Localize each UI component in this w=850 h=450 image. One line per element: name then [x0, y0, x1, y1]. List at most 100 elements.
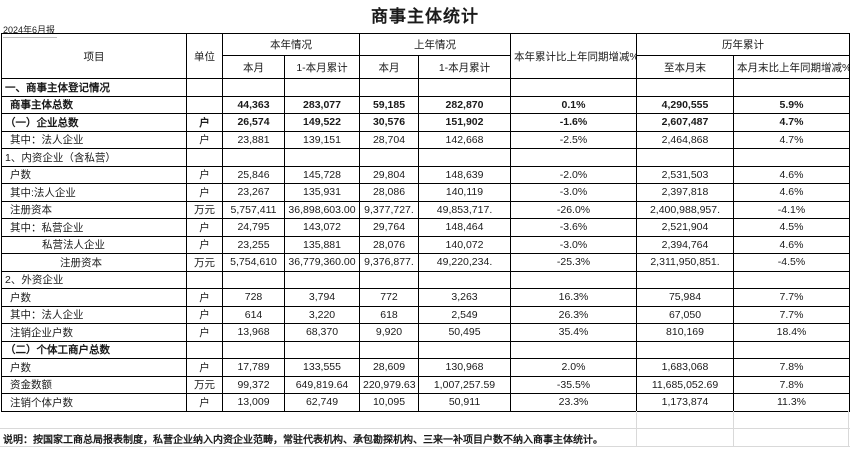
value-cell: 9,920 [359, 323, 419, 342]
value-cell [510, 270, 637, 289]
value-cell: 139,151 [284, 130, 360, 149]
unit-cell [186, 95, 223, 114]
unit-cell: 户 [186, 235, 223, 254]
value-cell: -26.0% [510, 200, 637, 219]
row-label: 1、内资企业（含私营） [1, 148, 187, 167]
row-label: 其中：私营企业 [1, 218, 187, 237]
row-label: 资金数额 [1, 375, 187, 394]
value-cell: 28,609 [359, 358, 419, 377]
unit-cell: 户 [186, 323, 223, 342]
value-cell: -35.5% [510, 375, 637, 394]
value-cell [636, 270, 734, 289]
value-cell: 7.7% [733, 288, 850, 307]
row-label: 商事主体总数 [1, 95, 187, 114]
table-row: （一）企业总数户 26,574 149,522 30,576 151,902 -1.6% 2… [1, 113, 850, 132]
col-header-month-cur: 本月 [222, 55, 285, 79]
value-cell: 4.6% [733, 165, 850, 184]
row-label: 注册资本 [1, 200, 187, 219]
value-cell: 142,668 [418, 130, 511, 149]
stats-table: 项目 单位 本年情况 上年情况 本年累计比上年同期增减% 历年累计 本月 1-本… [1, 33, 850, 412]
table-row: 注销个体户数户 13,009 62,749 10,095 50,911 23.3% 1,17… [1, 393, 850, 412]
value-cell: 23,267 [222, 183, 285, 202]
unit-cell: 户 [186, 218, 223, 237]
unit-cell: 户 [186, 358, 223, 377]
value-cell: 2.0% [510, 358, 637, 377]
gridline-horizontal [0, 446, 850, 447]
value-cell: 59,185 [359, 95, 419, 114]
table-row: 户数户 728 3,794 772 3,263 16.3% 75,984 7.7% [1, 288, 850, 307]
value-cell: 30,576 [359, 113, 419, 132]
row-label: （一）企业总数 [1, 113, 187, 132]
value-cell: 140,072 [418, 235, 511, 254]
value-cell: -2.5% [510, 130, 637, 149]
value-cell [359, 340, 419, 359]
row-label: 一、商事主体登记情况 [1, 78, 187, 97]
value-cell: 2,607,487 [636, 113, 734, 132]
value-cell: 7.7% [733, 305, 850, 324]
value-cell: 2,549 [418, 305, 511, 324]
value-cell [284, 78, 360, 97]
row-label: 户数 [1, 358, 187, 377]
row-label: 注销个体户数 [1, 393, 187, 412]
value-cell: 5.9% [733, 95, 850, 114]
value-cell: 23,255 [222, 235, 285, 254]
col-header-this-year: 本年情况 [222, 33, 360, 56]
value-cell: 135,881 [284, 235, 360, 254]
value-cell: 140,119 [418, 183, 511, 202]
gridline-vertical [848, 411, 849, 446]
value-cell: -3.0% [510, 235, 637, 254]
value-cell: 7.8% [733, 375, 850, 394]
table-row: 1、内资企业（含私营） [1, 148, 850, 167]
value-cell: 143,072 [284, 218, 360, 237]
row-label: 其中：法人企业 [1, 305, 187, 324]
row-label: （二）个体工商户总数 [1, 340, 187, 359]
value-cell [733, 270, 850, 289]
value-cell [222, 340, 285, 359]
value-cell: 282,870 [418, 95, 511, 114]
value-cell: -25.3% [510, 253, 637, 272]
value-cell [510, 78, 637, 97]
value-cell: 67,050 [636, 305, 734, 324]
value-cell: 4.7% [733, 130, 850, 149]
value-cell: 3,220 [284, 305, 360, 324]
gridline-horizontal [0, 428, 850, 429]
value-cell: 3,794 [284, 288, 360, 307]
unit-cell: 户 [186, 288, 223, 307]
value-cell: 62,749 [284, 393, 360, 412]
value-cell [222, 270, 285, 289]
value-cell: 4.6% [733, 235, 850, 254]
table-row: 2、外资企业 [1, 270, 850, 289]
value-cell: 4.5% [733, 218, 850, 237]
row-label: 其中：法人企业 [1, 130, 187, 149]
unit-cell: 户 [186, 165, 223, 184]
value-cell: 28,086 [359, 183, 419, 202]
value-cell: 1,683,068 [636, 358, 734, 377]
row-label: 户数 [1, 288, 187, 307]
value-cell: 2,394,764 [636, 235, 734, 254]
value-cell: 9,377,727. [359, 200, 419, 219]
value-cell: 23,881 [222, 130, 285, 149]
value-cell: 44,363 [222, 95, 285, 114]
value-cell: 4,290,555 [636, 95, 734, 114]
row-label: 户数 [1, 165, 187, 184]
value-cell: 135,931 [284, 183, 360, 202]
row-label: 其中:法人企业 [1, 183, 187, 202]
value-cell: -1.6% [510, 113, 637, 132]
value-cell: 10,095 [359, 393, 419, 412]
table-row: （二）个体工商户总数 [1, 340, 850, 359]
row-label: 注销企业户数 [1, 323, 187, 342]
value-cell: 130,968 [418, 358, 511, 377]
unit-cell: 万元 [186, 200, 223, 219]
value-cell: 2,400,988,957. [636, 200, 734, 219]
value-cell [418, 340, 511, 359]
value-cell: 649,819.64 [284, 375, 360, 394]
value-cell [636, 340, 734, 359]
value-cell [510, 148, 637, 167]
value-cell: 7.8% [733, 358, 850, 377]
table-row: 户数户 25,846 145,728 29,804 148,639 -2.0% 2,531,… [1, 165, 850, 184]
unit-cell: 户 [186, 393, 223, 412]
table-row: 一、商事主体登记情况 [1, 78, 850, 97]
value-cell: 36,779,360.00 [284, 253, 360, 272]
unit-cell: 万元 [186, 253, 223, 272]
